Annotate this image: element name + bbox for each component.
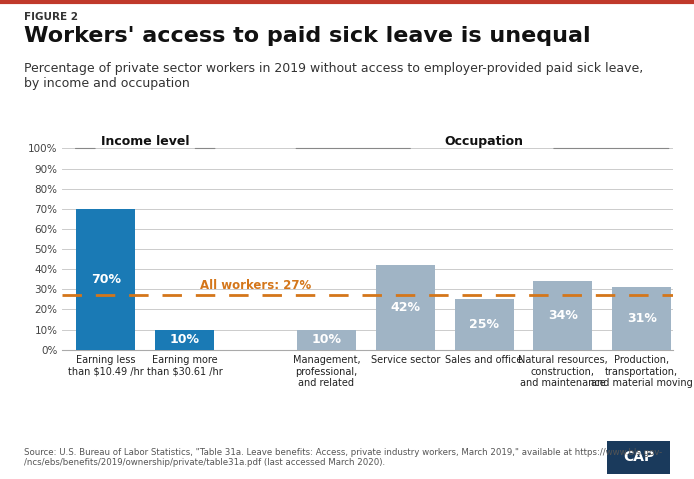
- Bar: [155, 330, 214, 350]
- Text: 42%: 42%: [390, 301, 421, 314]
- Text: 34%: 34%: [548, 309, 578, 322]
- Text: Source: U.S. Bureau of Labor Statistics, "Table 31a. Leave benefits: Access, pri: Source: U.S. Bureau of Labor Statistics,…: [24, 447, 663, 467]
- Bar: [455, 299, 514, 350]
- Text: Occupation: Occupation: [445, 136, 523, 148]
- Text: Workers' access to paid sick leave is unequal: Workers' access to paid sick leave is un…: [24, 26, 591, 46]
- Bar: [375, 265, 435, 350]
- Text: 10%: 10%: [312, 333, 341, 346]
- Bar: [533, 281, 593, 350]
- Text: Percentage of private sector workers in 2019 without access to employer-provided: Percentage of private sector workers in …: [24, 62, 643, 90]
- Bar: [76, 209, 135, 350]
- Text: 70%: 70%: [91, 273, 121, 286]
- Text: CAP: CAP: [623, 450, 654, 465]
- Text: 25%: 25%: [469, 318, 499, 331]
- Text: FIGURE 2: FIGURE 2: [24, 12, 78, 22]
- Bar: [297, 330, 356, 350]
- Text: 31%: 31%: [627, 312, 657, 325]
- Text: All workers: 27%: All workers: 27%: [200, 279, 311, 292]
- Bar: [612, 287, 671, 350]
- Text: Income level: Income level: [101, 136, 189, 148]
- Text: 10%: 10%: [169, 333, 200, 346]
